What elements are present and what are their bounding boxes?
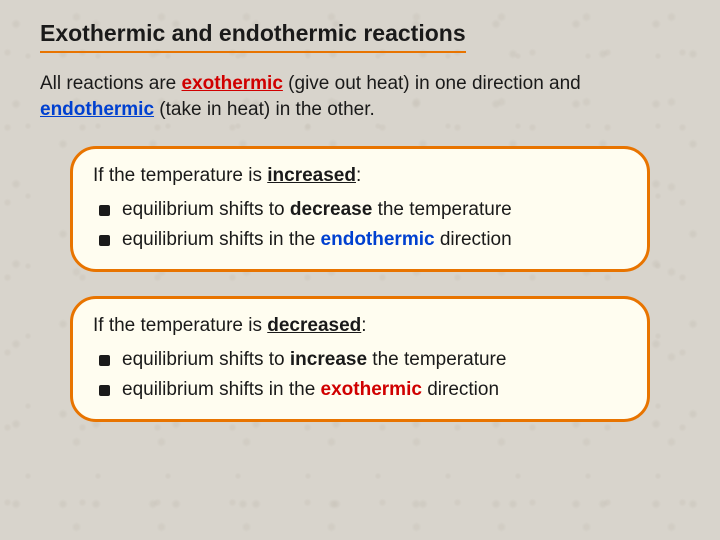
list-item: equilibrium shifts in the exothermic dir… (99, 379, 627, 401)
b2b2-kw: exothermic (321, 379, 422, 400)
slide-title: Exothermic and endothermic reactions (40, 20, 466, 53)
keyword-endothermic: endothermic (40, 99, 154, 120)
box1-head-kw: increased (267, 165, 356, 186)
box2-head-t1: If the temperature is (93, 315, 267, 336)
box1-head-t1: If the temperature is (93, 165, 267, 186)
b2b1-kw: increase (290, 349, 367, 370)
b1b2-t1: equilibrium shifts in the (122, 229, 321, 250)
bullet-icon (99, 355, 110, 366)
b1b1-t1: equilibrium shifts to (122, 199, 290, 220)
box2-head-kw: decreased (267, 315, 361, 336)
box2-head-t2: : (361, 315, 366, 336)
box-decreased: If the temperature is decreased: equilib… (70, 296, 650, 422)
b2b1-t2: the temperature (367, 349, 506, 370)
box2-bullet2-text: equilibrium shifts in the exothermic dir… (122, 379, 499, 401)
box1-bullet1-text: equilibrium shifts to decrease the tempe… (122, 199, 512, 221)
bullet-icon (99, 205, 110, 216)
box1-bullet2-text: equilibrium shifts in the endothermic di… (122, 229, 512, 251)
intro-text-3: (take in heat) in the other. (154, 99, 375, 120)
intro-text-1: All reactions are (40, 73, 182, 94)
b1b1-t2: the temperature (372, 199, 511, 220)
box2-heading: If the temperature is decreased: (93, 315, 627, 337)
box1-heading: If the temperature is increased: (93, 165, 627, 187)
box-increased: If the temperature is increased: equilib… (70, 146, 650, 272)
b1b2-t2: direction (435, 229, 512, 250)
box1-head-t2: : (356, 165, 361, 186)
keyword-exothermic: exothermic (182, 73, 283, 94)
b1b2-kw: endothermic (321, 229, 435, 250)
b2b1-t1: equilibrium shifts to (122, 349, 290, 370)
b2b2-t1: equilibrium shifts in the (122, 379, 321, 400)
list-item: equilibrium shifts to decrease the tempe… (99, 199, 627, 221)
list-item: equilibrium shifts in the endothermic di… (99, 229, 627, 251)
intro-text-2: (give out heat) in one direction and (283, 73, 581, 94)
box2-bullet1-text: equilibrium shifts to increase the tempe… (122, 349, 506, 371)
b1b1-kw: decrease (290, 199, 372, 220)
bullet-icon (99, 235, 110, 246)
intro-paragraph: All reactions are exothermic (give out h… (40, 71, 680, 122)
b2b2-t2: direction (422, 379, 499, 400)
bullet-icon (99, 385, 110, 396)
list-item: equilibrium shifts to increase the tempe… (99, 349, 627, 371)
